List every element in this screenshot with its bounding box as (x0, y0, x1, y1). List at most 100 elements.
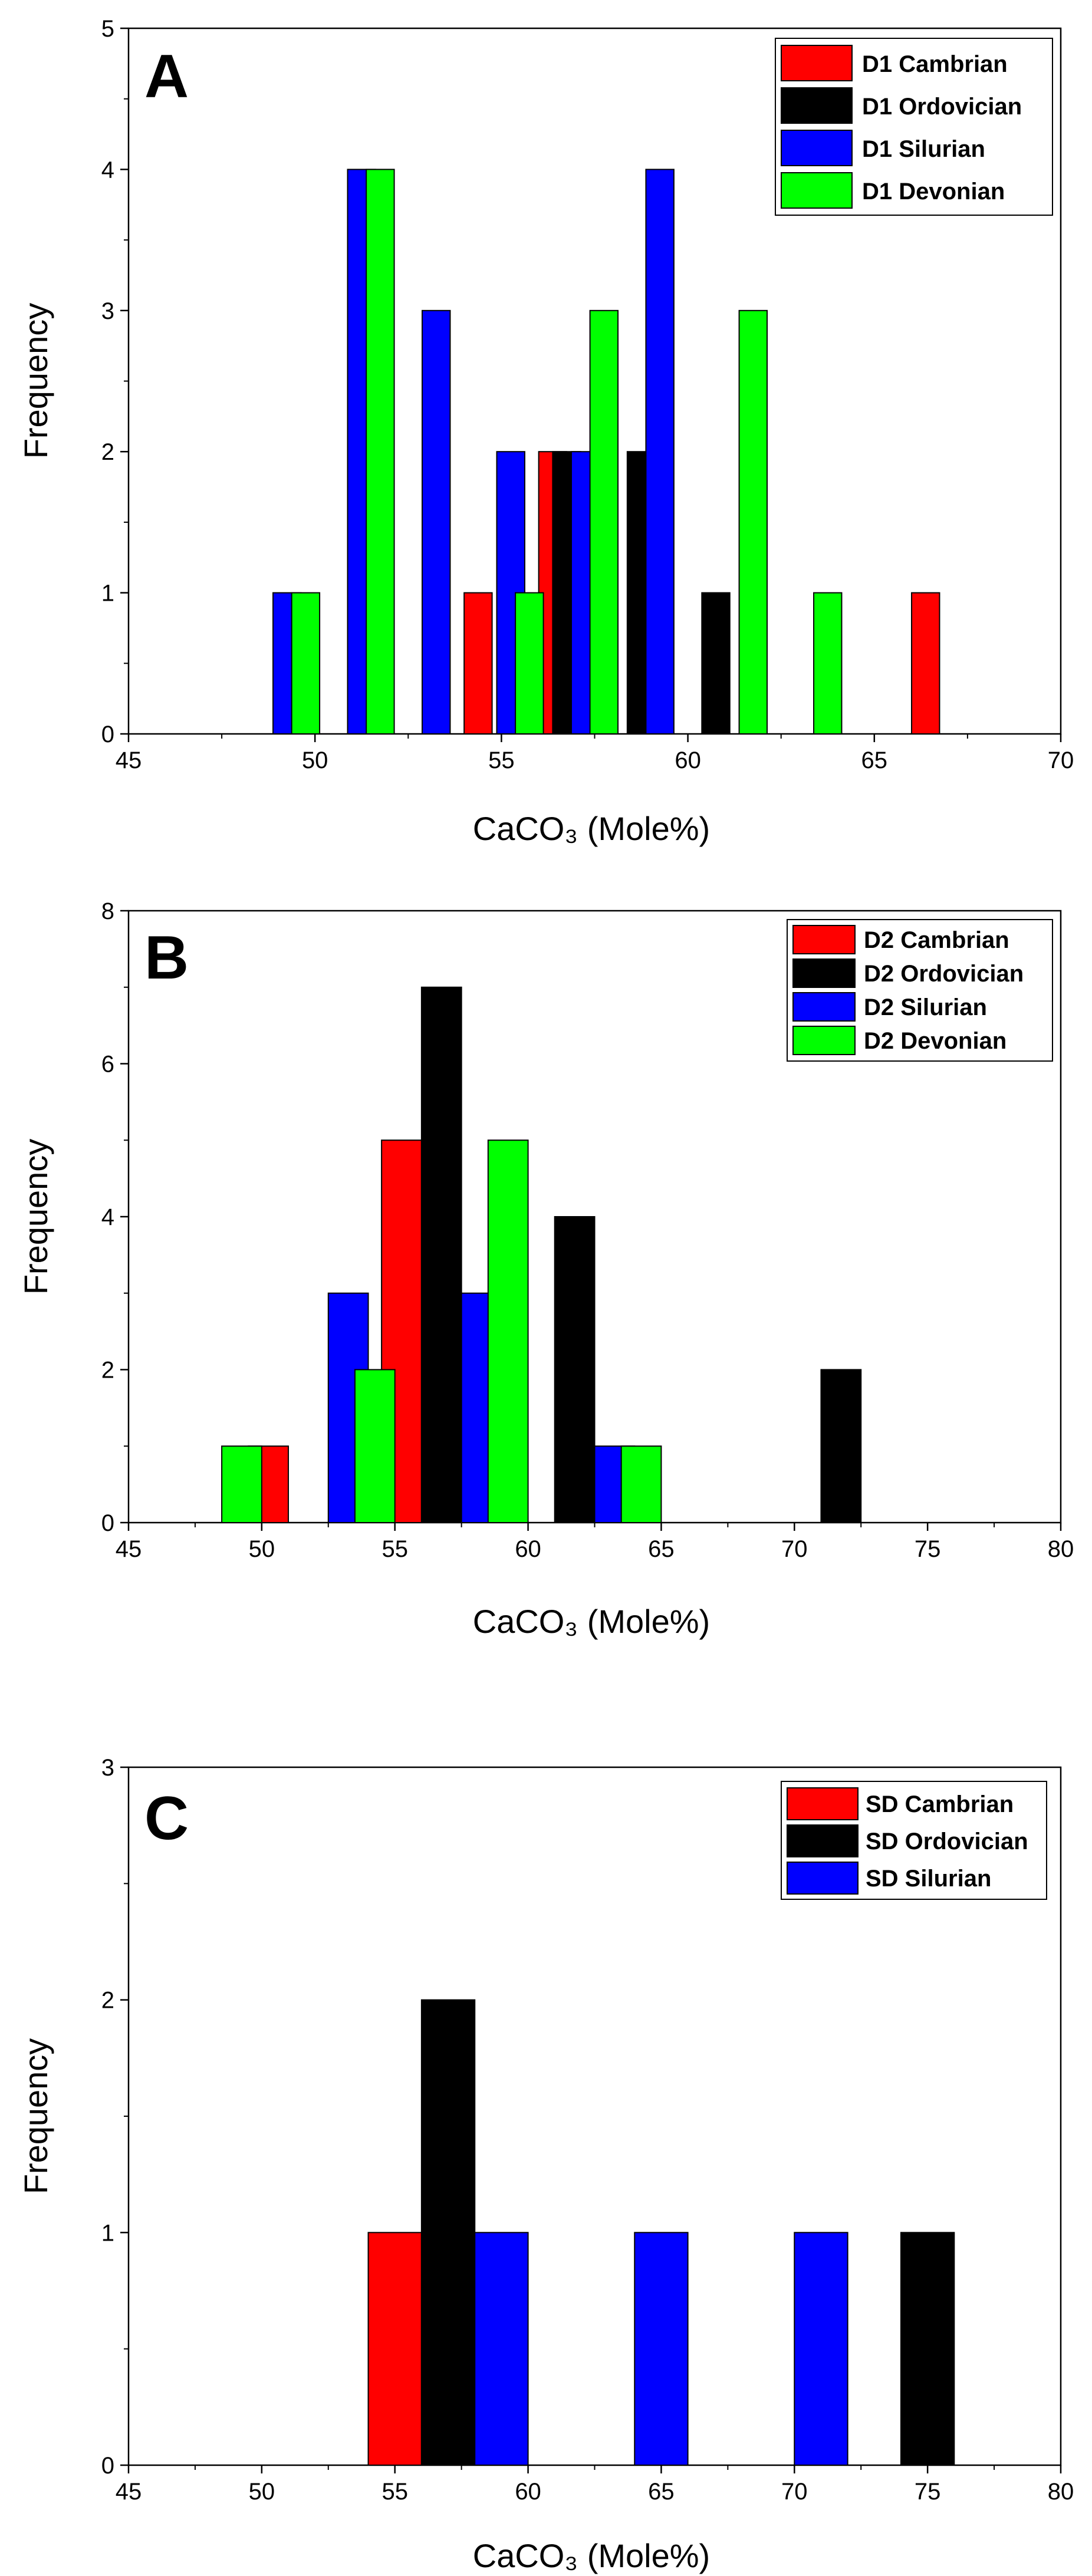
panel-b: 45 50 55 60 65 70 75 80 0 2 4 6 8 B CaCO₃ (Mole%) F… (17, 898, 1074, 1640)
x-axis-title-a: CaCO₃ (Mole%) (473, 810, 710, 847)
panel-letter-c: C (144, 1784, 189, 1853)
legend-swatch (781, 45, 853, 81)
bar-a-2-2 (422, 309, 451, 734)
y-ticks-c: 0 1 2 3 (101, 1755, 129, 2479)
x-tick-label: 65 (648, 2479, 675, 2505)
legend-label: SD Cambrian (866, 1791, 1014, 1817)
legend-entry-b-4: D2 Devonian (792, 1026, 1007, 1055)
bar-b-3-1 (354, 1369, 396, 1523)
bar-c-0-0 (367, 2232, 422, 2466)
bar-c-2-0 (474, 2232, 529, 2466)
bar-b-3-3 (620, 1445, 662, 1523)
y-axis-title-b: Frequency (17, 1139, 54, 1295)
x-tick-label: 75 (915, 1536, 941, 1562)
x-tick-label: 55 (381, 1536, 408, 1562)
y-ticks-b: 0 2 4 6 8 (101, 898, 129, 1536)
bar-c-1-1 (900, 2232, 955, 2466)
y-tick-label: 3 (101, 298, 114, 324)
panel-letter-a: A (144, 42, 189, 111)
bar-a-1-2 (701, 592, 731, 734)
y-tick-label: 2 (101, 1358, 114, 1383)
y-tick-label: 5 (101, 16, 114, 42)
x-tick-label: 50 (249, 2479, 275, 2505)
legend-swatch (792, 925, 856, 954)
x-tick-label: 60 (515, 1536, 541, 1562)
bar-b-1-2 (820, 1369, 862, 1523)
legend-a: D1 Cambrian D1 Ordovician D1 Silurian D1… (775, 38, 1053, 216)
y-ticks-a: 0 1 2 3 4 5 (101, 16, 129, 747)
bar-a-3-3 (589, 309, 619, 734)
bar-b-3-0 (221, 1445, 262, 1523)
legend-swatch (781, 87, 853, 124)
x-axis-title-b: CaCO₃ (Mole%) (473, 1603, 710, 1640)
legend-swatch (781, 172, 853, 209)
panel-c: 45 50 55 60 65 70 75 80 0 1 2 3 C CaCO₃ (Mole%) Fr… (17, 1755, 1074, 2574)
y-tick-label: 1 (101, 2220, 114, 2246)
y-tick-label: 3 (101, 1755, 114, 1781)
x-tick-label: 45 (116, 747, 142, 773)
bars-b (221, 986, 862, 1523)
legend-swatch (787, 1787, 859, 1820)
x-tick-label: 80 (1048, 2479, 1074, 2505)
bar-b-3-2 (487, 1139, 529, 1523)
legend-label: D2 Silurian (864, 994, 987, 1020)
legend-label: D2 Ordovician (864, 961, 1024, 987)
legend-label: D1 Devonian (862, 179, 1005, 205)
x-tick-label: 70 (781, 1536, 808, 1562)
bar-b-1-1 (554, 1216, 596, 1523)
bar-a-2-5 (645, 169, 675, 734)
legend-label: D2 Cambrian (864, 927, 1009, 953)
legend-entry-a-3: D1 Silurian (781, 130, 985, 166)
legend-label: D1 Cambrian (862, 51, 1008, 77)
legend-entry-c-1: SD Cambrian (787, 1787, 1014, 1820)
x-axis-title-c: CaCO₃ (Mole%) (473, 2537, 710, 2574)
legend-swatch (787, 1824, 859, 1857)
legend-entry-a-1: D1 Cambrian (781, 45, 1008, 81)
x-tick-label: 55 (488, 747, 515, 773)
x-ticks-b: 45 50 55 60 65 70 75 80 (116, 1523, 1074, 1562)
y-tick-label: 1 (101, 581, 114, 607)
bar-a-0-2 (911, 592, 940, 734)
x-ticks-c: 45 50 55 60 65 70 75 80 (116, 2465, 1074, 2505)
legend-label: D1 Ordovician (862, 94, 1022, 120)
legend-entry-c-2: SD Ordovician (787, 1824, 1028, 1857)
y-axis-title-a: Frequency (17, 303, 54, 459)
x-tick-label: 50 (249, 1536, 275, 1562)
legend-label: SD Silurian (866, 1866, 991, 1892)
bar-a-3-0 (291, 592, 321, 734)
x-tick-label: 75 (915, 2479, 941, 2505)
y-tick-label: 2 (101, 439, 114, 465)
legend-entry-a-2: D1 Ordovician (781, 87, 1022, 124)
legend-entry-b-1: D2 Cambrian (792, 925, 1009, 954)
bar-a-3-4 (738, 309, 768, 734)
x-tick-label: 70 (1048, 747, 1074, 773)
y-tick-label: 2 (101, 1988, 114, 2014)
y-tick-label: 0 (101, 722, 114, 747)
y-tick-label: 4 (101, 1204, 114, 1230)
y-tick-label: 0 (101, 1510, 114, 1536)
legend-entry-b-2: D2 Ordovician (792, 958, 1024, 988)
bar-b-1-0 (420, 986, 462, 1523)
legend-label: D2 Devonian (864, 1028, 1007, 1054)
x-tick-label: 45 (116, 2479, 142, 2505)
y-tick-label: 8 (101, 898, 114, 924)
legend-label: D1 Silurian (862, 136, 985, 162)
y-tick-label: 6 (101, 1052, 114, 1078)
x-tick-label: 60 (515, 2479, 541, 2505)
bar-a-3-1 (366, 169, 395, 734)
bar-a-3-5 (813, 592, 843, 734)
y-axis-title-c: Frequency (17, 2038, 54, 2195)
bars-a (272, 169, 940, 734)
x-tick-label: 60 (675, 747, 701, 773)
y-tick-label: 4 (101, 157, 114, 183)
legend-entry-b-3: D2 Silurian (792, 992, 987, 1022)
x-tick-label: 65 (861, 747, 888, 773)
x-ticks-a: 45 50 55 60 65 70 (116, 734, 1074, 773)
bar-a-3-2 (515, 592, 544, 734)
y-tick-label: 0 (101, 2453, 114, 2479)
bar-c-2-2 (794, 2232, 848, 2466)
bar-c-1-0 (420, 1999, 476, 2466)
bar-c-2-1 (634, 2232, 689, 2466)
bars-c (367, 1999, 955, 2466)
